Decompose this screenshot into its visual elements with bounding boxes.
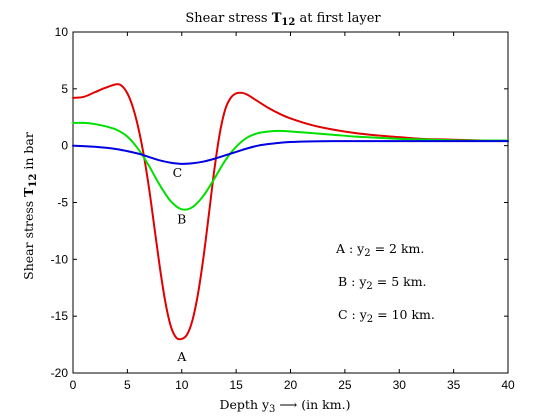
- x-tick-label: 40: [501, 378, 515, 392]
- series-line-c: [72, 140, 509, 165]
- x-tick-label: 35: [447, 378, 461, 392]
- series-line-b: [72, 121, 509, 211]
- y-tick-label: -5: [57, 196, 68, 210]
- legend-entry-c: C : y2 = 10 km.: [338, 307, 435, 325]
- x-axis-label: Depth y3 ⟶ (in km.): [220, 397, 351, 415]
- plot-area: [72, 31, 509, 374]
- chart-title: Shear stress T12 at first layer: [185, 11, 381, 28]
- curve-label-b: B: [177, 211, 186, 226]
- series-line-a: [72, 83, 509, 341]
- legend-entry-a: A : y2 = 2 km.: [335, 241, 424, 259]
- x-tick-label: 0: [70, 378, 77, 392]
- x-tick-label: 5: [124, 378, 131, 392]
- legend: A : y2 = 2 km. B : y2 = 5 km. C : y2 = 1…: [335, 241, 435, 325]
- curve-label-c: C: [173, 165, 183, 180]
- x-tick-label: 25: [338, 378, 352, 392]
- axis-ticks: 0 5 10 15 20 25 30 35 40 10 5 0 -5 -10 -15 -20: [51, 25, 515, 392]
- curve-labels: A B C: [173, 165, 188, 364]
- x-tick-label: 10: [175, 378, 189, 392]
- y-tick-label: 10: [55, 25, 69, 39]
- data-series: [72, 83, 509, 341]
- y-tick-label: -10: [51, 252, 69, 266]
- y-tick-label: -20: [51, 366, 69, 380]
- y-axis-label: Shear stress T12 in bar: [21, 132, 39, 280]
- legend-entry-b: B : y2 = 5 km.: [338, 274, 427, 292]
- y-tick-label: 5: [61, 82, 68, 96]
- y-tick-label: -15: [51, 309, 69, 323]
- curve-label-a: A: [176, 349, 187, 364]
- x-tick-label: 30: [393, 378, 407, 392]
- x-tick-label: 15: [229, 378, 243, 392]
- y-tick-label: 0: [61, 139, 68, 153]
- x-tick-label: 20: [284, 378, 298, 392]
